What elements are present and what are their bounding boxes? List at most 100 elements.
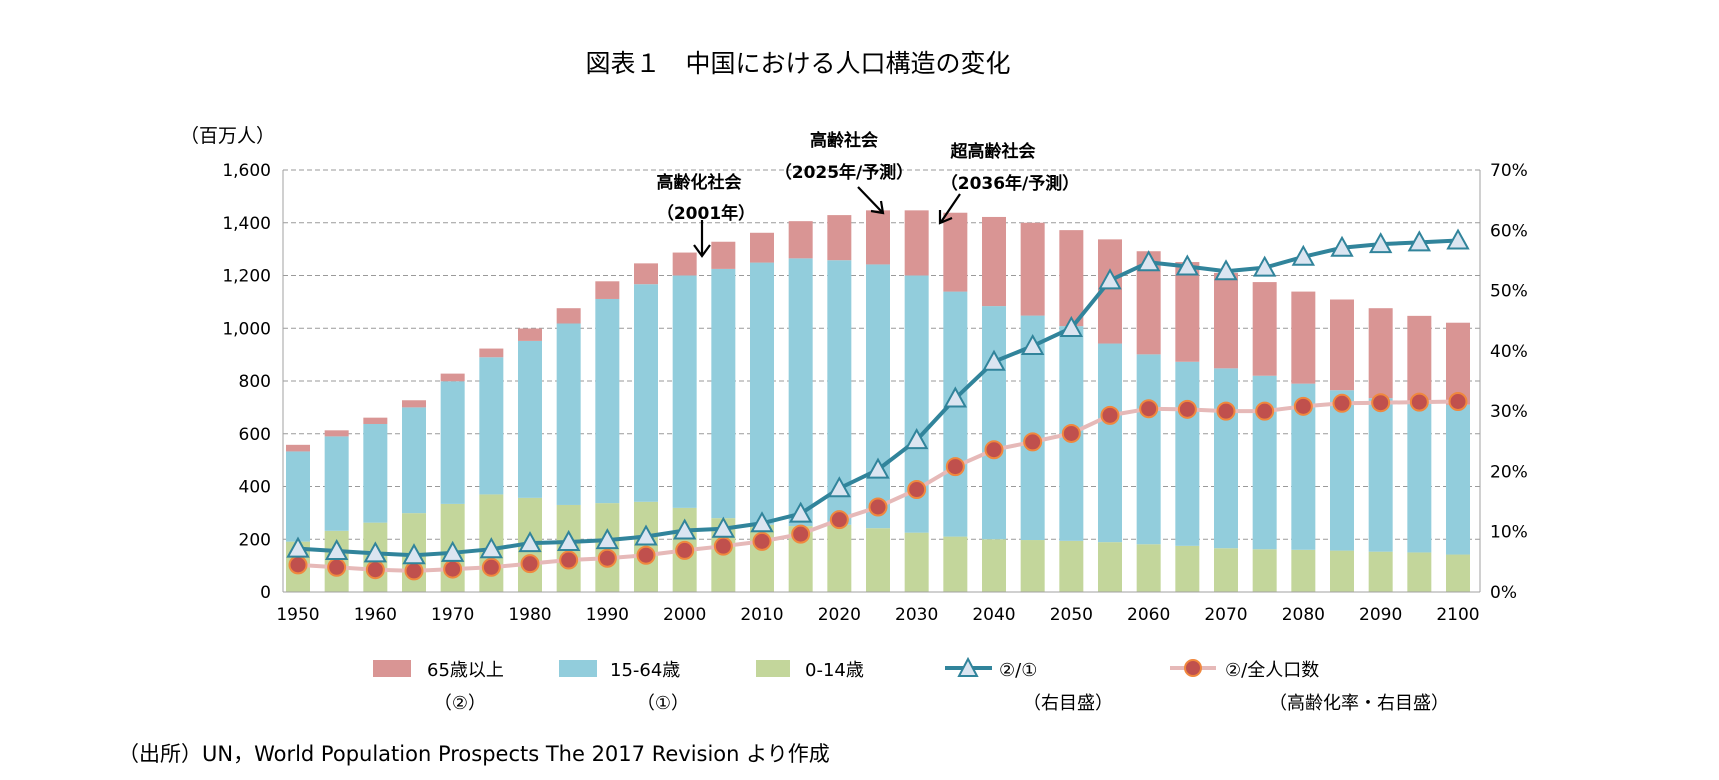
ratio-point bbox=[440, 540, 465, 562]
bar-age-15-64 bbox=[595, 298, 620, 504]
aging-rate-point bbox=[945, 457, 965, 477]
arrow-icon bbox=[693, 220, 711, 258]
annotation-aging-society: 高齢化社会 （2001年） bbox=[657, 172, 755, 258]
x-tick-label: 1990 bbox=[586, 605, 629, 625]
bar-age-65plus bbox=[672, 252, 697, 276]
ratio-point bbox=[788, 501, 813, 523]
arrow-icon bbox=[938, 193, 961, 225]
aging-rate-point bbox=[327, 557, 347, 577]
aging-rate-point bbox=[481, 557, 501, 577]
ratio-point bbox=[1098, 268, 1122, 290]
aging-rate-point bbox=[984, 440, 1004, 460]
bar-age-15-64 bbox=[1175, 361, 1200, 546]
bar-age-65plus bbox=[363, 417, 388, 424]
bar-age-65plus bbox=[1175, 262, 1200, 362]
bar-age-65plus bbox=[1407, 315, 1432, 401]
bar-age-15-64 bbox=[286, 451, 310, 542]
bar-age-65plus bbox=[982, 216, 1006, 307]
bar-age-15-64 bbox=[1214, 368, 1238, 549]
ratio-point bbox=[943, 386, 968, 408]
ratio-point bbox=[1330, 235, 1354, 257]
legend-note: （高齢化率・右目盛） bbox=[1269, 693, 1449, 714]
aging-rate-point bbox=[520, 554, 540, 574]
aging-rate-point bbox=[1409, 392, 1429, 412]
bar-age-0-14 bbox=[827, 524, 852, 592]
bars bbox=[286, 210, 1470, 592]
aging-rate-point bbox=[1255, 401, 1275, 421]
aging-rate-point bbox=[1061, 423, 1081, 443]
triangle-marker-icon bbox=[957, 656, 979, 677]
bar-age-15-64 bbox=[943, 291, 968, 537]
bar-age-65plus bbox=[1252, 282, 1277, 376]
x-tick-label: 2080 bbox=[1282, 605, 1325, 625]
y2-tick-label: 10% bbox=[1490, 523, 1528, 543]
annotation-super-aged-society: 超高齢社会 （2036年/予測） bbox=[938, 141, 1079, 225]
bar-age-65plus bbox=[324, 430, 349, 437]
x-tick-label: 2000 bbox=[663, 605, 706, 625]
bar-age-15-64 bbox=[324, 436, 349, 531]
bar-age-0-14 bbox=[1252, 549, 1277, 592]
ratio-point bbox=[982, 349, 1006, 371]
bar-age-65plus bbox=[827, 215, 852, 261]
bar-age-15-64 bbox=[556, 323, 581, 505]
aging-rate-point bbox=[404, 561, 424, 581]
aging-rate-point bbox=[868, 497, 888, 517]
aging-rate-point bbox=[791, 524, 811, 544]
legend-note: （右目盛） bbox=[1023, 693, 1113, 714]
ratio-point bbox=[1446, 228, 1470, 250]
legend-label: 65歳以上 bbox=[427, 660, 504, 681]
ratio-point bbox=[1136, 250, 1161, 272]
bar-age-15-64 bbox=[1136, 354, 1161, 545]
ratio-point bbox=[402, 543, 426, 565]
bar-age-15-64 bbox=[1368, 398, 1393, 552]
bar-age-0-14 bbox=[1059, 540, 1084, 592]
bar-age-0-14 bbox=[1407, 552, 1432, 592]
bar-age-0-14 bbox=[866, 528, 890, 592]
bar-age-0-14 bbox=[904, 532, 929, 592]
bar-age-65plus bbox=[634, 263, 658, 285]
legend-label: ②/① bbox=[999, 660, 1037, 681]
aging-rate-point bbox=[1448, 391, 1468, 411]
annotation-label: 高齢社会 bbox=[810, 130, 878, 151]
bar-age-0-14 bbox=[1098, 542, 1122, 592]
bar-age-15-64 bbox=[866, 264, 890, 529]
y2-tick-label: 70% bbox=[1490, 161, 1528, 181]
bar-age-65plus bbox=[440, 373, 465, 382]
aging-rate-point bbox=[1177, 399, 1197, 419]
x-tick-label: 2010 bbox=[740, 605, 783, 625]
bar-age-15-64 bbox=[1330, 390, 1354, 551]
bar-age-65plus bbox=[904, 210, 929, 276]
aging-rate-point bbox=[907, 480, 927, 500]
aging-rate-point bbox=[829, 510, 849, 530]
aging-rate-point bbox=[1371, 393, 1391, 413]
y-tick-label: 800 bbox=[239, 372, 271, 392]
bar-age-0-14 bbox=[1291, 549, 1316, 592]
ratio-point bbox=[1175, 254, 1200, 276]
annotation-label: 超高齢社会 bbox=[951, 141, 1036, 162]
bar-age-15-64 bbox=[1407, 400, 1432, 553]
ratio-point bbox=[1020, 333, 1045, 356]
ratio-point bbox=[750, 511, 774, 533]
x-tick-label: 2090 bbox=[1359, 605, 1402, 625]
x-tick-label: 2060 bbox=[1127, 605, 1170, 625]
ratio-point bbox=[1252, 255, 1277, 277]
bar-age-0-14 bbox=[943, 536, 968, 592]
ratio-point bbox=[556, 529, 581, 551]
y2-tick-label: 60% bbox=[1490, 221, 1528, 241]
legend-swatch-15-64 bbox=[559, 660, 597, 677]
chart-title: 図表１ 中国における人口構造の変化 bbox=[585, 49, 1010, 78]
aging-rate-point bbox=[1216, 401, 1236, 421]
ratio-point bbox=[904, 428, 929, 450]
bar-age-15-64 bbox=[518, 340, 542, 498]
bar-age-15-64 bbox=[402, 407, 426, 514]
y-tick-label: 200 bbox=[239, 530, 271, 550]
bar-age-65plus bbox=[1330, 299, 1354, 391]
bar-age-15-64 bbox=[440, 381, 465, 504]
ratio-point bbox=[634, 524, 658, 546]
legend-label: ②/全人口数 bbox=[1225, 660, 1319, 681]
y2-tick-label: 40% bbox=[1490, 342, 1528, 362]
ratio-point bbox=[595, 528, 620, 550]
x-tick-label: 1960 bbox=[354, 605, 397, 625]
annotation-sub: （2025年/予測） bbox=[775, 162, 914, 183]
y-tick-label: 600 bbox=[239, 425, 271, 445]
